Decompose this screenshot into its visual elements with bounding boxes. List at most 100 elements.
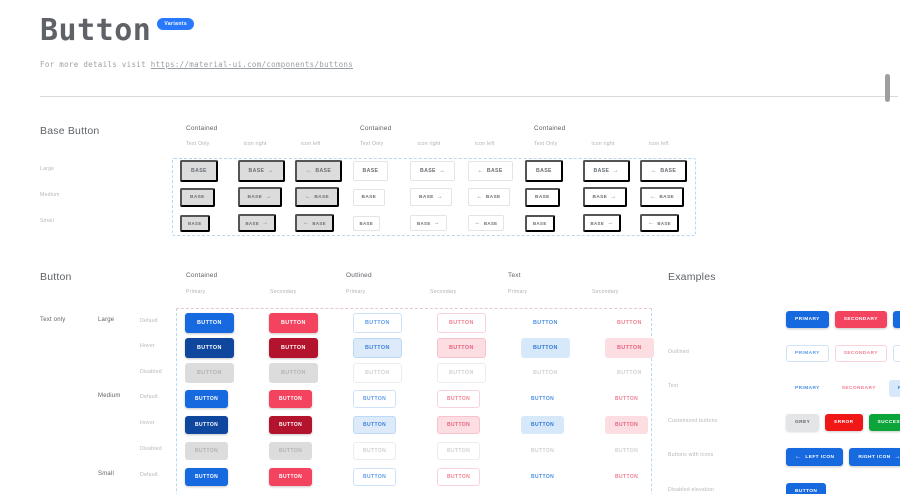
- contained-primary-default-large[interactable]: BUTTON: [185, 312, 234, 333]
- outlined-primary-default-small[interactable]: BUTTON: [353, 467, 397, 486]
- text-secondary-hover-medium[interactable]: BUTTON: [605, 415, 649, 434]
- contained-primary-disabled-large: BUTTON: [185, 363, 234, 384]
- example-outlined-primary-2[interactable]: PRIMARY: [892, 345, 900, 362]
- example-contained-secondary[interactable]: SECONDARY: [834, 310, 887, 328]
- example-disabled-elevation-button[interactable]: BUTTON: [786, 483, 827, 494]
- base-button-label: BASE: [190, 194, 205, 200]
- button-label: BUTTON: [447, 395, 471, 402]
- button-label: BUTTON: [531, 447, 555, 454]
- examples-row-buttons: GREY ERROR SUCCESS: [786, 408, 900, 438]
- text-primary-default-medium[interactable]: BUTTON: [521, 390, 564, 408]
- contained-secondary-default-small[interactable]: BUTTON: [269, 467, 313, 486]
- text-primary-hover-medium[interactable]: BUTTON: [521, 415, 565, 434]
- contained-primary-default-medium[interactable]: BUTTON: [185, 389, 229, 408]
- outlined-primary-default-medium[interactable]: BUTTON: [353, 389, 397, 408]
- text-secondary-default-medium[interactable]: BUTTON: [605, 390, 648, 408]
- base-group-label: Contained: [360, 125, 392, 132]
- button-cell: BUTTON: [521, 464, 605, 489]
- example-text-primary[interactable]: PRIMARY: [786, 380, 829, 397]
- text-primary-hover-large[interactable]: BUTTON: [521, 337, 570, 358]
- contained-secondary-hover-large[interactable]: BUTTON: [269, 337, 318, 358]
- vertical-scrollbar[interactable]: [885, 0, 896, 494]
- base-button-plain-icon-right[interactable]: BASE →: [582, 160, 630, 182]
- button-cell: BUTTON: [521, 386, 605, 411]
- base-button-outline-icon-right[interactable]: BASE →: [410, 215, 447, 231]
- base-button-plain-text[interactable]: BASE: [525, 214, 555, 232]
- button-label: BUTTON: [617, 370, 642, 377]
- contained-secondary-default-medium[interactable]: BUTTON: [269, 389, 313, 408]
- text-secondary-hover-large[interactable]: BUTTON: [605, 337, 654, 358]
- button-cell: BUTTON: [605, 412, 689, 437]
- contained-primary-hover-medium[interactable]: BUTTON: [185, 415, 229, 434]
- example-success-button[interactable]: SUCCESS: [868, 414, 900, 431]
- base-button-contained-icon-left[interactable]: ← BASE: [295, 214, 334, 232]
- base-cell: BASE: [180, 210, 238, 236]
- docs-link[interactable]: https://material-ui.com/components/butto…: [150, 60, 354, 69]
- button-label: BUTTON: [195, 447, 219, 454]
- base-button-contained-icon-right[interactable]: BASE →: [237, 214, 277, 232]
- button-label: BUTTON: [279, 395, 303, 402]
- example-text-secondary[interactable]: SECONDARY: [833, 380, 885, 397]
- outlined-secondary-hover-medium[interactable]: BUTTON: [437, 415, 481, 434]
- base-button-contained-icon-left[interactable]: ← BASE: [295, 160, 343, 182]
- button-label: BUTTON: [197, 344, 222, 351]
- base-button-plain-icon-right[interactable]: BASE →: [582, 214, 622, 232]
- base-button-plain-icon-left[interactable]: ← BASE: [640, 214, 679, 232]
- example-left-icon-button[interactable]: ← LEFT ICON: [786, 448, 844, 466]
- example-contained-primary[interactable]: PRIMARY: [786, 310, 829, 328]
- base-cell: ← BASE: [467, 210, 526, 236]
- base-button-contained-icon-right[interactable]: BASE →: [237, 160, 285, 182]
- outlined-primary-hover-medium[interactable]: BUTTON: [353, 415, 397, 434]
- base-button-plain-text[interactable]: BASE: [525, 187, 560, 207]
- base-button-contained-text[interactable]: BASE: [180, 160, 218, 182]
- arrow-left-icon: ←: [648, 220, 655, 226]
- text-secondary-default-large[interactable]: BUTTON: [605, 313, 654, 333]
- text-primary-default-large[interactable]: BUTTON: [521, 313, 570, 333]
- base-group-columns: Text Only icon right icon left: [534, 141, 707, 147]
- base-button-outline-text[interactable]: BASE: [352, 188, 386, 206]
- example-right-icon-button[interactable]: RIGHT ICON →: [849, 448, 900, 466]
- base-button-outline-text[interactable]: BASE: [352, 215, 381, 231]
- base-button-outline-icon-left[interactable]: ← BASE: [467, 188, 510, 206]
- outlined-secondary-hover-large[interactable]: BUTTON: [437, 337, 486, 358]
- outlined-primary-hover-large[interactable]: BUTTON: [353, 337, 402, 358]
- base-button-contained-icon-right[interactable]: BASE →: [237, 187, 282, 207]
- outlined-secondary-default-medium[interactable]: BUTTON: [437, 389, 481, 408]
- text-primary-default-small[interactable]: BUTTON: [521, 468, 564, 486]
- text-secondary-default-small[interactable]: BUTTON: [605, 468, 648, 486]
- contained-primary-hover-large[interactable]: BUTTON: [185, 337, 234, 358]
- contained-secondary-default-large[interactable]: BUTTON: [269, 312, 318, 333]
- base-button-label: BASE: [248, 168, 265, 174]
- example-grey-button[interactable]: GREY: [786, 414, 820, 431]
- button-label: SECONDARY: [843, 351, 878, 356]
- example-outlined-primary[interactable]: PRIMARY: [786, 345, 829, 362]
- contained-primary-default-small[interactable]: BUTTON: [185, 467, 229, 486]
- base-button-outline-text[interactable]: BASE: [352, 161, 389, 181]
- example-contained-primary-2[interactable]: PRIMARY: [892, 310, 900, 328]
- example-text-primary-hover[interactable]: PRIMARY: [888, 379, 900, 397]
- base-button-outline-icon-right[interactable]: BASE →: [410, 188, 453, 206]
- base-button-plain-icon-left[interactable]: ← BASE: [640, 187, 685, 207]
- button-state-label: Disabled: [140, 368, 162, 375]
- base-button-label: BASE: [485, 194, 501, 200]
- base-button-contained-text[interactable]: BASE: [180, 214, 210, 232]
- arrow-left-icon: ←: [477, 168, 484, 174]
- button-cell: BUTTON: [185, 335, 269, 360]
- base-button-contained-text[interactable]: BASE: [180, 187, 215, 207]
- outlined-secondary-default-large[interactable]: BUTTON: [437, 312, 486, 333]
- base-button-contained-icon-left[interactable]: ← BASE: [295, 187, 340, 207]
- button-cell: BUTTON: [437, 386, 521, 411]
- example-outlined-secondary[interactable]: SECONDARY: [834, 345, 887, 362]
- base-button-plain-icon-right[interactable]: BASE →: [582, 187, 627, 207]
- contained-secondary-hover-medium[interactable]: BUTTON: [269, 415, 313, 434]
- button-row-medium-default: Medium Default BUTTON BUTTON BUTTON BUTT…: [40, 386, 900, 412]
- base-button-outline-icon-left[interactable]: ← BASE: [467, 161, 513, 181]
- base-button-plain-text[interactable]: BASE: [525, 160, 563, 182]
- outlined-secondary-default-small[interactable]: BUTTON: [437, 467, 481, 486]
- outlined-primary-default-large[interactable]: BUTTON: [353, 312, 402, 333]
- example-error-button[interactable]: ERROR: [825, 414, 863, 431]
- base-button-outline-icon-left[interactable]: ← BASE: [467, 215, 505, 231]
- scrollbar-thumb[interactable]: [885, 74, 890, 102]
- base-button-plain-icon-left[interactable]: ← BASE: [640, 160, 688, 182]
- base-button-outline-icon-right[interactable]: BASE →: [410, 161, 456, 181]
